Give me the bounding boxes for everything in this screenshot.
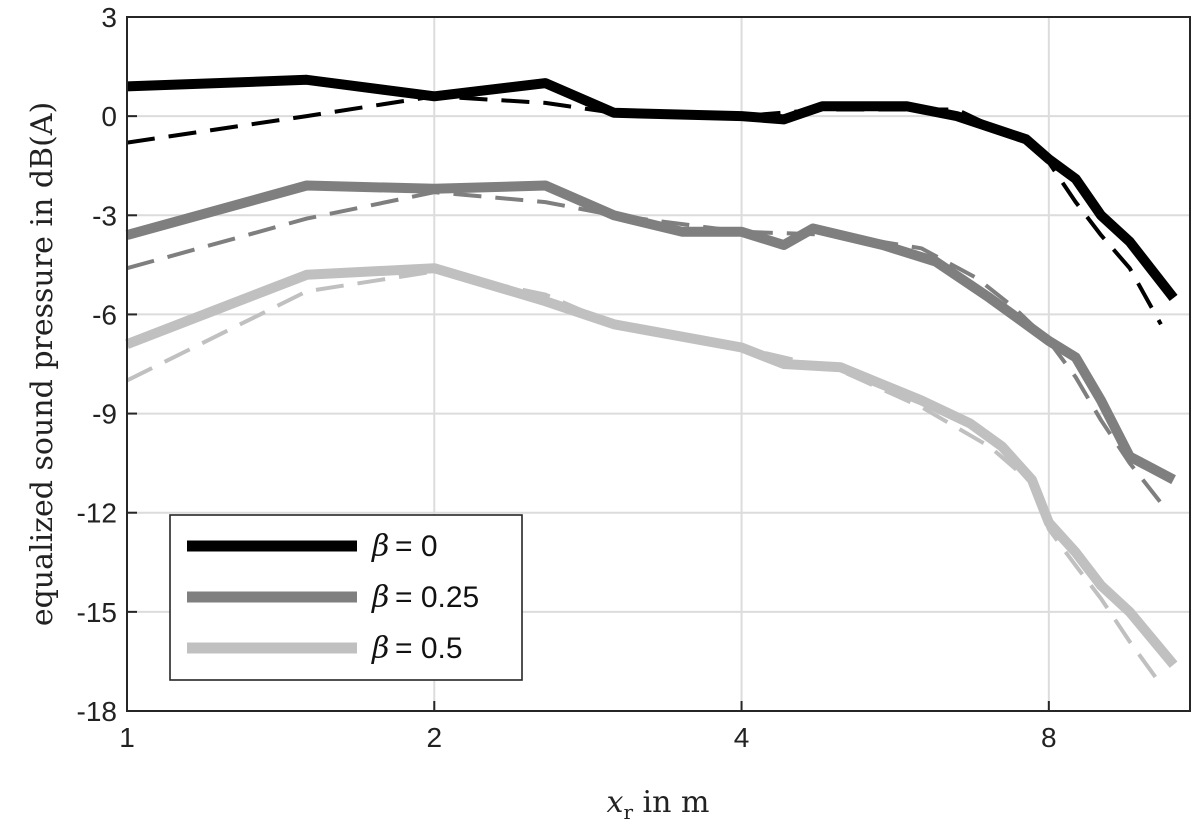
x-axis-title: xr in m: [607, 785, 710, 824]
x-tick-label: 8: [1041, 722, 1057, 753]
legend-beta-symbol-025: β: [371, 580, 389, 615]
series-line-solid-2: [125, 180, 1176, 485]
x-ticks: 1 2 4 8: [119, 701, 1057, 753]
y-tick-label: -3: [92, 200, 117, 231]
series-line-solid-4: [125, 263, 1178, 668]
legend-beta-symbol-0: β: [371, 529, 389, 564]
x-tick-label: 1: [119, 722, 135, 753]
x-tick-label: 2: [426, 722, 442, 753]
legend-label-beta-05: = 0.5: [395, 632, 463, 665]
legend: β = 0 β = 0.25 β = 0.5: [169, 514, 523, 681]
y-tick-label: -12: [77, 498, 117, 529]
y-tick-label: 3: [101, 2, 117, 33]
x-axis-rest: in m: [633, 785, 709, 820]
y-tick-label: -9: [92, 399, 117, 430]
series-line-dashed-5: [126, 269, 1163, 686]
x-axis-var: x: [607, 785, 624, 820]
y-tick-label: 0: [101, 101, 117, 132]
series-line-solid-0: [126, 74, 1178, 301]
y-ticks: 3 0 -3 -6 -9 -12 -15 -18: [77, 2, 137, 727]
y-tick-label: -18: [77, 696, 117, 727]
legend-beta-symbol-05: β: [371, 631, 389, 666]
x-axis-sub: r: [623, 800, 633, 824]
x-tick-label: 4: [734, 722, 750, 753]
y-axis-title-group: equalized sound pressure in dB(A): [25, 102, 60, 626]
series-lines: [125, 74, 1178, 686]
y-axis-title: equalized sound pressure in dB(A): [25, 102, 60, 626]
plot-frame: [126, 16, 1191, 712]
legend-label-beta-025: = 0.25: [395, 581, 479, 614]
y-tick-label: -6: [92, 299, 117, 330]
legend-label-beta-0: = 0: [395, 530, 438, 563]
y-tick-label: -15: [77, 597, 117, 628]
series-line-dashed-3: [126, 190, 1163, 505]
